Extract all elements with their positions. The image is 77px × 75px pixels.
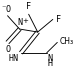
Text: ⁻: ⁻ xyxy=(2,3,6,12)
Text: F: F xyxy=(26,2,31,11)
Text: F: F xyxy=(56,15,61,24)
Text: O: O xyxy=(6,45,11,54)
Text: H: H xyxy=(48,59,53,68)
Text: N: N xyxy=(18,18,23,27)
Text: HN: HN xyxy=(8,54,18,63)
Text: O: O xyxy=(6,4,11,14)
Text: +: + xyxy=(22,18,28,24)
Text: N: N xyxy=(48,54,53,63)
Text: CH₃: CH₃ xyxy=(60,37,74,46)
